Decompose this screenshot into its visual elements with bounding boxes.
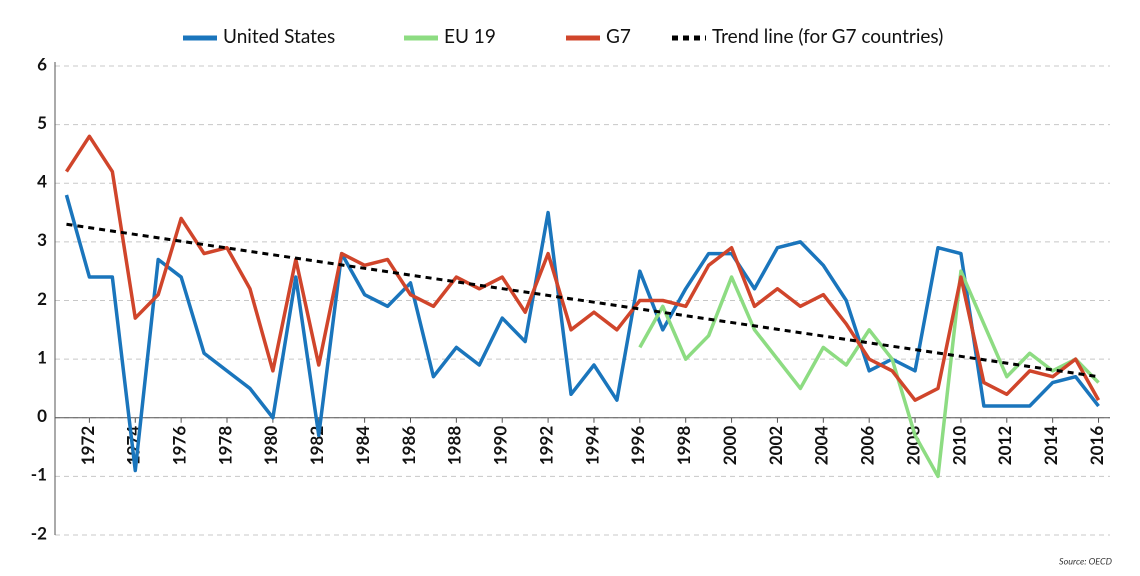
y-tick-label: 6 — [37, 53, 47, 74]
x-tick-label: 1982 — [306, 426, 327, 466]
x-tick-label: 2002 — [765, 426, 786, 466]
x-tick-label: 1986 — [398, 426, 419, 466]
x-tick-label: 2006 — [857, 426, 878, 466]
x-tick-label: 2000 — [719, 426, 740, 466]
x-tick-label: 2016 — [1086, 426, 1107, 466]
y-tick-label: -2 — [31, 522, 47, 543]
x-tick-label: 1976 — [169, 426, 190, 466]
y-tick-label: 0 — [37, 405, 47, 426]
series-line — [65, 134, 1101, 402]
x-tick-label: 2012 — [994, 426, 1015, 466]
series-line — [66, 222, 1099, 379]
x-tick-label: 1994 — [581, 426, 602, 466]
x-tick-label: 1990 — [490, 426, 511, 466]
y-tick-label: 2 — [37, 288, 47, 309]
source-note: Source: OECD — [1059, 555, 1113, 566]
x-tick-label: 1984 — [352, 426, 373, 466]
legend-label: United States — [223, 25, 335, 48]
legend-label: EU 19 — [444, 25, 496, 48]
series-line — [638, 269, 1100, 479]
x-tick-label: 1972 — [77, 426, 98, 466]
legend-label: G7 — [606, 25, 631, 48]
x-tick-label: 1980 — [260, 426, 281, 466]
x-tick-label: 1992 — [535, 426, 556, 466]
y-tick-label: -1 — [31, 464, 47, 485]
x-tick-label: 1978 — [214, 426, 235, 466]
x-tick-label: 1998 — [673, 426, 694, 466]
x-tick-label: 1996 — [627, 426, 648, 466]
series-line — [64, 194, 1100, 473]
y-tick-label: 3 — [37, 229, 47, 250]
x-tick-label: 2008 — [902, 426, 923, 466]
legend-label: Trend line (for G7 countries) — [712, 25, 943, 48]
y-tick-label: 4 — [37, 171, 47, 192]
y-tick-label: 5 — [37, 112, 47, 133]
x-tick-label: 2004 — [811, 426, 832, 466]
x-tick-label: 2014 — [1040, 426, 1061, 466]
x-tick-label: 1988 — [444, 426, 465, 466]
x-tick-label: 2010 — [948, 426, 969, 466]
y-tick-label: 1 — [37, 346, 47, 367]
